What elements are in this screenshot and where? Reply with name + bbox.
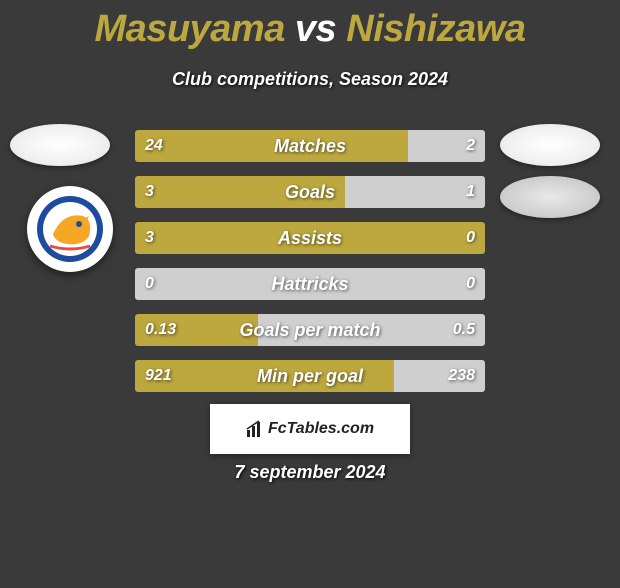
bar-left	[135, 222, 485, 254]
comparison-bars: Matches242 Goals31 Assists30 Hattricks00 Goa…	[135, 130, 485, 406]
stat-row: Min per goal921238	[135, 360, 485, 392]
stat-row: Goals per match0.130.5	[135, 314, 485, 346]
player1-name: Masuyama	[95, 8, 285, 50]
team-logo-icon	[35, 194, 105, 264]
chart-icon	[246, 420, 264, 438]
bar-left	[135, 360, 394, 392]
bar-left	[135, 314, 258, 346]
player2-avatar-secondary	[500, 176, 600, 218]
player2-name: Nishizawa	[346, 8, 525, 50]
stat-row: Goals31	[135, 176, 485, 208]
brand-text: FcTables.com	[268, 420, 374, 438]
stat-row: Hattricks00	[135, 268, 485, 300]
player1-avatar	[10, 124, 110, 166]
subtitle: Club competitions, Season 2024	[0, 69, 620, 90]
bar-right	[394, 360, 485, 392]
bar-left	[135, 176, 345, 208]
vs-text: vs	[295, 8, 336, 50]
player2-avatar	[500, 124, 600, 166]
bar-right	[408, 130, 485, 162]
bar-neutral	[135, 268, 485, 300]
date-text: 7 september 2024	[0, 462, 620, 483]
bar-right	[345, 176, 485, 208]
stat-row: Matches242	[135, 130, 485, 162]
team-badge	[27, 186, 113, 272]
brand-box: FcTables.com	[210, 404, 410, 454]
comparison-title: Masuyama vs Nishizawa	[0, 8, 620, 51]
bar-right	[258, 314, 486, 346]
stat-row: Assists30	[135, 222, 485, 254]
bar-left	[135, 130, 408, 162]
